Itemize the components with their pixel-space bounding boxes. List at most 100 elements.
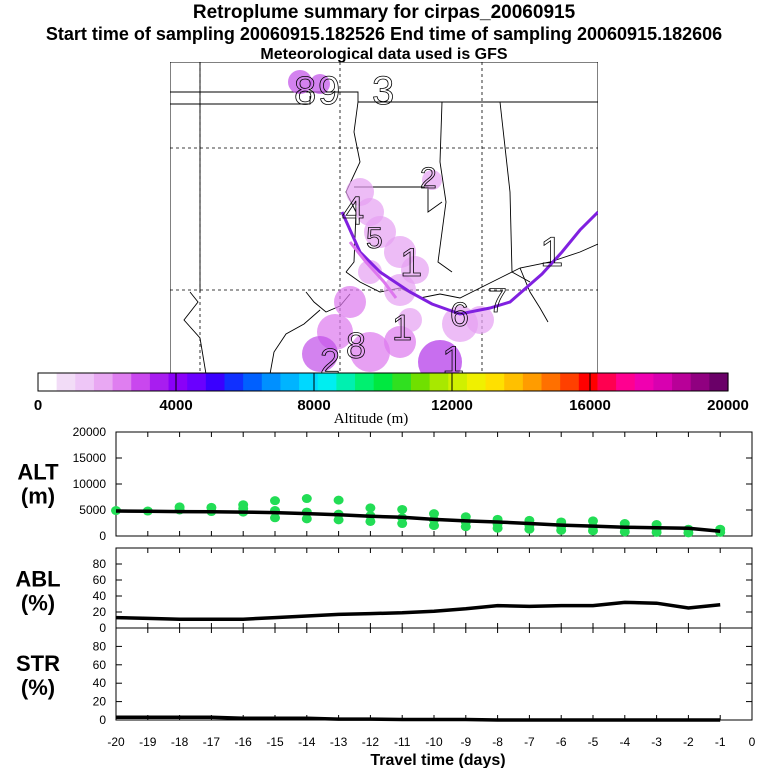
x-tick-label: -18 [171, 735, 189, 749]
day-glyph: 4 [342, 189, 364, 233]
x-tick-label: -9 [460, 735, 471, 749]
y-tick-label: 20 [93, 605, 107, 619]
day-glyph: 2 [320, 341, 340, 374]
colorbar-cell [336, 373, 356, 391]
plume-blob [466, 306, 494, 334]
x-tick-label: -17 [203, 735, 221, 749]
day-glyph: 1 [540, 228, 563, 275]
colorbar-cell [280, 373, 300, 391]
y-tick-label: 15000 [73, 451, 107, 465]
colorbar-cell [616, 373, 636, 391]
plume-blob [302, 336, 338, 372]
colorbar-tick-label: 16000 [569, 397, 611, 414]
plume-blob [350, 332, 390, 372]
x-tick-label: -15 [266, 735, 284, 749]
day-glyphs: 8 9 3 2 4 5 1 6 7 8 1 2 1 1 [294, 69, 564, 374]
colorbar-cell [56, 373, 76, 391]
altitude-point [333, 495, 344, 505]
colorbar-cell [504, 373, 524, 391]
series-line-abl [115, 600, 721, 621]
y-tick-label: 10000 [73, 477, 107, 491]
colorbar-cell [243, 373, 263, 391]
x-tick-label: -3 [651, 735, 662, 749]
x-tick-label: -11 [394, 735, 411, 749]
y-tick-label: 80 [93, 639, 107, 653]
colorbar-tick-label: 0 [34, 397, 42, 414]
retroplume-map: 8 9 3 2 4 5 1 6 7 8 1 2 1 1 [170, 62, 598, 374]
trajectory-lines [340, 210, 598, 316]
x-tick-label: -20 [107, 735, 125, 749]
x-tick-label: -14 [298, 735, 316, 749]
y-tick-label: 20000 [73, 425, 107, 439]
x-tick-label: -1 [715, 735, 726, 749]
altitude-colorbar: 0 4000 8000 12000 16000 20000 Altitude (m) [34, 372, 749, 426]
day-glyph: 1 [392, 307, 412, 348]
colorbar-cell [672, 373, 692, 391]
plume-blob [384, 326, 416, 358]
altitude-point [206, 502, 217, 512]
x-tick-label: -13 [330, 735, 348, 749]
colorbar-cell [187, 373, 207, 391]
time-series-panels: 05000100001500020000ALT(m)020406080ABL(%… [15, 425, 756, 768]
y-tick-label: 5000 [79, 503, 106, 517]
colorbar-cell [485, 373, 505, 391]
y-tick-label: 20 [93, 695, 107, 709]
colorbar-tick-label: 4000 [159, 397, 192, 414]
panel-abl: 0 20 40 60 80 ABL(%) [15, 547, 753, 635]
colorbar-cell [690, 373, 710, 391]
x-tick-label: -6 [556, 735, 567, 749]
plume-blobs [288, 70, 494, 374]
panel-unit: (%) [21, 590, 55, 615]
altitude-point [301, 514, 312, 524]
colorbar-cell [709, 373, 729, 391]
colorbar-label: Altitude (m) [334, 411, 409, 426]
altitude-point [588, 516, 598, 526]
plume-blob [422, 170, 442, 190]
x-tick-label: -8 [492, 735, 503, 749]
colorbar-cell [205, 373, 226, 391]
colorbar-cell [466, 373, 487, 391]
colorbar-cell [410, 373, 431, 391]
colorbar-cell [541, 373, 561, 391]
x-tick-label: -5 [588, 735, 599, 749]
y-tick-label: 0 [99, 621, 106, 635]
y-tick-label: 80 [93, 557, 107, 571]
colorbar-cell [373, 373, 393, 391]
y-tick-label: 60 [93, 658, 107, 672]
y-tick-label: 40 [93, 589, 107, 603]
x-tick-label: 0 [749, 735, 756, 749]
colorbar-tick-label: 20000 [707, 397, 749, 414]
colorbar-cell [112, 373, 132, 391]
altitude-point [174, 502, 185, 512]
altitude-point [365, 503, 376, 513]
y-tick-label: 0 [99, 713, 106, 727]
y-tick-label: 0 [99, 529, 106, 543]
colorbar-tick-label: 8000 [297, 397, 330, 414]
colorbar-cell [522, 373, 543, 391]
panel-frame [115, 547, 753, 629]
colorbar-cell [317, 373, 337, 391]
colorbar-cell [93, 373, 114, 391]
colorbar-cell [429, 373, 449, 391]
colorbar-cell [75, 373, 95, 391]
plume-blob [364, 216, 396, 248]
met-data-note: Meteorological data used is GFS [260, 46, 508, 63]
colorbar-cell [149, 373, 170, 391]
series-line-str [116, 715, 721, 722]
altitude-point [270, 513, 280, 523]
panel-frame [115, 627, 753, 721]
panel-unit: (%) [21, 675, 55, 700]
altitude-point [397, 504, 408, 514]
series-line-alt [115, 509, 721, 534]
colorbar-cell [448, 373, 468, 391]
colorbar-cell [299, 373, 319, 391]
altitude-point [460, 512, 471, 522]
x-axis-label: Travel time (days) [370, 752, 505, 768]
colorbar-cell [560, 373, 580, 391]
colorbar-cell [634, 373, 655, 391]
colorbar-cell [224, 373, 244, 391]
x-tick-label: -7 [524, 735, 535, 749]
panel-label: STR [16, 651, 60, 676]
day-glyph: 1 [442, 339, 464, 374]
colorbar-cell [38, 373, 58, 391]
